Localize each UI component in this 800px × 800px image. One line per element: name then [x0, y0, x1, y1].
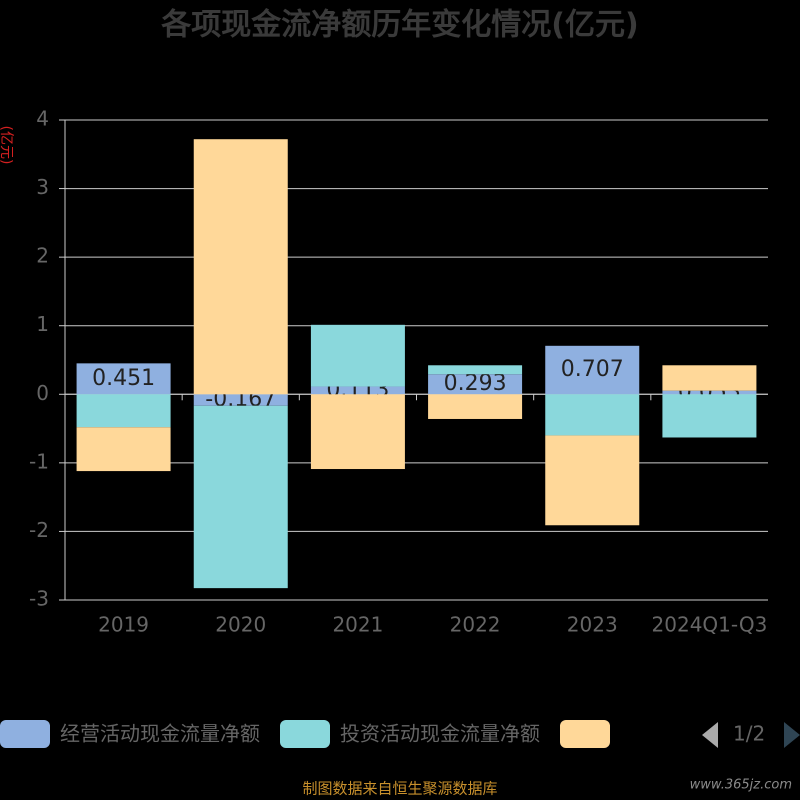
bar	[193, 139, 288, 395]
x-tick-label: 2019	[98, 613, 149, 637]
y-tick-label: 1	[36, 312, 49, 336]
y-tick-label: 2	[36, 244, 49, 268]
y-tick-label: -3	[29, 587, 49, 611]
bar	[428, 394, 523, 419]
bar	[662, 390, 757, 395]
bar	[76, 394, 171, 428]
bar	[76, 427, 171, 472]
bar	[310, 394, 405, 470]
bar	[76, 363, 171, 395]
bar	[193, 405, 288, 589]
legend-swatch	[280, 720, 330, 748]
chart-title: 各项现金流净额历年变化情况(亿元)	[160, 8, 638, 43]
x-tick-label: 2023	[567, 613, 618, 637]
bar	[545, 394, 640, 436]
y-tick-label: 0	[36, 381, 49, 405]
bar	[662, 365, 757, 391]
legend-swatch	[0, 720, 50, 748]
bar	[428, 374, 523, 395]
legend-swatch	[560, 720, 610, 748]
x-tick-label: 2024Q1-Q3	[652, 613, 768, 637]
legend-label: 经营活动现金流量净额	[60, 722, 260, 746]
bar	[193, 394, 288, 406]
bar	[545, 435, 640, 526]
bar	[310, 386, 405, 395]
bar	[428, 365, 523, 375]
y-tick-label: 4	[36, 107, 49, 131]
source-note: 制图数据来自恒生聚源数据库	[302, 780, 497, 798]
legend-next[interactable]	[784, 722, 800, 748]
bar	[662, 394, 757, 438]
data-label: 0.707	[561, 357, 624, 382]
bar	[310, 324, 405, 387]
bar	[545, 345, 640, 395]
watermark: www.365jz.com	[690, 778, 792, 793]
y-axis-label: (亿元)	[0, 126, 14, 165]
legend-prev[interactable]	[702, 722, 718, 748]
y-tick-label: -2	[29, 518, 49, 542]
y-tick-label: 3	[36, 175, 49, 199]
legend-page: 1/2	[733, 722, 765, 746]
y-tick-label: -1	[29, 449, 49, 473]
legend-label: 投资活动现金流量净额	[340, 722, 540, 746]
data-label: 0.293	[444, 371, 507, 396]
x-tick-label: 2020	[215, 613, 266, 637]
x-tick-label: 2021	[332, 613, 383, 637]
x-tick-label: 2022	[450, 613, 501, 637]
data-label: 0.451	[92, 366, 155, 391]
